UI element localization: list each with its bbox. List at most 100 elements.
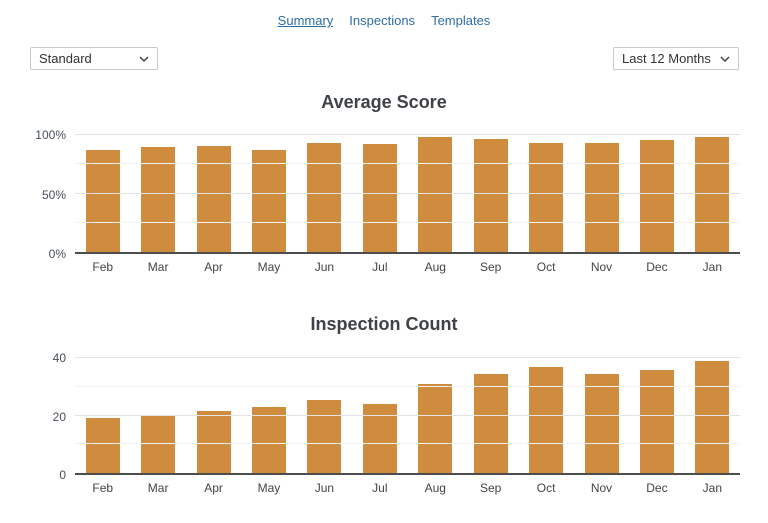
- x-axis-label: Sep: [479, 260, 502, 274]
- x-axis-label: Nov: [590, 481, 613, 495]
- x-axis-label: Dec: [646, 260, 668, 274]
- x-axis-label: Feb: [92, 481, 114, 495]
- bar-nov[interactable]: [584, 143, 619, 252]
- bar-nov[interactable]: [584, 373, 619, 473]
- bar-jul[interactable]: [362, 144, 397, 252]
- plot: [75, 357, 740, 475]
- bar-dec[interactable]: [639, 139, 674, 252]
- bar-band: [629, 135, 684, 252]
- bar-band: [518, 358, 573, 473]
- tab-summary[interactable]: Summary: [277, 13, 334, 28]
- filter-controls: Standard Last 12 Months: [30, 47, 739, 70]
- bar-band: [352, 135, 407, 252]
- x-axis-label: Feb: [92, 260, 114, 274]
- bar-series: [75, 358, 740, 473]
- chart-title: Inspection Count: [310, 314, 458, 334]
- x-axis-label: Sep: [479, 481, 502, 495]
- bar-band: [130, 358, 185, 473]
- x-axis-label: Jun: [314, 481, 335, 495]
- template-type-select[interactable]: Standard: [30, 47, 158, 70]
- bar-band: [297, 358, 352, 473]
- bar-band: [75, 358, 130, 473]
- bar-band: [241, 135, 296, 252]
- bar-band: [629, 358, 684, 473]
- chevron-down-icon: [720, 55, 730, 62]
- gridline-minor: [75, 221, 740, 223]
- bar-jul[interactable]: [362, 404, 397, 473]
- y-axis-label: 50%: [41, 187, 66, 202]
- bar-band: [685, 358, 740, 473]
- template-type-select-value: Standard: [39, 51, 92, 66]
- x-axis-label: Jan: [702, 260, 723, 274]
- tab-inspections[interactable]: Inspections: [349, 13, 416, 28]
- y-axis-label: 0: [59, 468, 66, 482]
- gridline-major: [75, 192, 740, 194]
- bar-may[interactable]: [251, 406, 286, 473]
- bar-feb[interactable]: [85, 150, 120, 252]
- x-axis-label: Aug: [424, 260, 446, 274]
- bar-dec[interactable]: [639, 369, 674, 473]
- bar-band: [463, 135, 518, 252]
- top-nav: Summary Inspections Templates: [0, 0, 768, 28]
- bar-band: [574, 358, 629, 473]
- bar-sep[interactable]: [473, 138, 508, 252]
- bar-band: [408, 135, 463, 252]
- x-axis-label: Dec: [646, 481, 668, 495]
- x-axis-label: Jul: [372, 481, 388, 495]
- bar-aug[interactable]: [418, 137, 453, 252]
- x-axis: Feb Mar Apr May Jun Jul Aug Sep Oct Nov Dec Jan: [75, 481, 740, 495]
- x-axis-label: Oct: [536, 481, 556, 495]
- bar-apr[interactable]: [196, 145, 231, 252]
- chart-title: Average Score: [321, 92, 447, 112]
- bar-band: [186, 135, 241, 252]
- y-axis: 0 20 40: [0, 351, 75, 482]
- bar-band: [574, 135, 629, 252]
- x-axis-label: Aug: [424, 481, 446, 495]
- bar-band: [75, 135, 130, 252]
- bar-band: [685, 135, 740, 252]
- x-axis-label: Oct: [536, 260, 556, 274]
- x-axis-label: Apr: [204, 260, 223, 274]
- bar-jun[interactable]: [307, 399, 342, 473]
- y-axis-label: 100%: [35, 128, 66, 142]
- x-axis-label: Nov: [590, 260, 613, 274]
- x-axis-label: Jun: [314, 260, 335, 274]
- bar-band: [463, 358, 518, 473]
- bar-jan[interactable]: [695, 360, 730, 473]
- bar-oct[interactable]: [529, 366, 564, 473]
- bar-aug[interactable]: [418, 383, 453, 473]
- x-axis-label: May: [257, 481, 281, 495]
- bar-mar[interactable]: [141, 146, 176, 252]
- gridline-minor: [75, 443, 740, 445]
- bar-feb[interactable]: [85, 418, 120, 473]
- gridline-major: [75, 357, 740, 358]
- bar-band: [130, 135, 185, 252]
- bar-band: [241, 358, 296, 473]
- bar-sep[interactable]: [473, 373, 508, 473]
- bar-apr[interactable]: [196, 411, 231, 473]
- gridline-major: [75, 134, 740, 135]
- date-range-select[interactable]: Last 12 Months: [613, 47, 739, 70]
- x-axis-label: May: [257, 260, 281, 274]
- x-axis-label: Jan: [702, 481, 723, 495]
- average-score-chart: Average Score 0% 50% 100% Feb Mar Apr May Jun J…: [0, 92, 768, 274]
- gridline-minor: [75, 163, 740, 165]
- bar-band: [186, 358, 241, 473]
- bar-band: [518, 135, 573, 252]
- x-axis: Feb Mar Apr May Jun Jul Aug Sep Oct Nov Dec Jan: [75, 260, 740, 274]
- bar-mar[interactable]: [141, 415, 176, 473]
- bar-band: [352, 358, 407, 473]
- x-axis-label: Mar: [147, 481, 169, 495]
- tab-templates[interactable]: Templates: [431, 13, 491, 28]
- bar-may[interactable]: [251, 150, 286, 252]
- bar-series: [75, 135, 740, 252]
- x-axis-label: Mar: [147, 260, 169, 274]
- y-axis: 0% 50% 100%: [0, 128, 75, 261]
- x-axis-label: Apr: [204, 481, 223, 495]
- bar-band: [408, 358, 463, 473]
- bar-oct[interactable]: [529, 143, 564, 252]
- chevron-down-icon: [139, 55, 149, 62]
- inspection-count-chart: Inspection Count 0 20 40 Feb Mar Apr May Jun Ju…: [0, 314, 768, 495]
- bar-jan[interactable]: [695, 137, 730, 252]
- bar-jun[interactable]: [307, 143, 342, 252]
